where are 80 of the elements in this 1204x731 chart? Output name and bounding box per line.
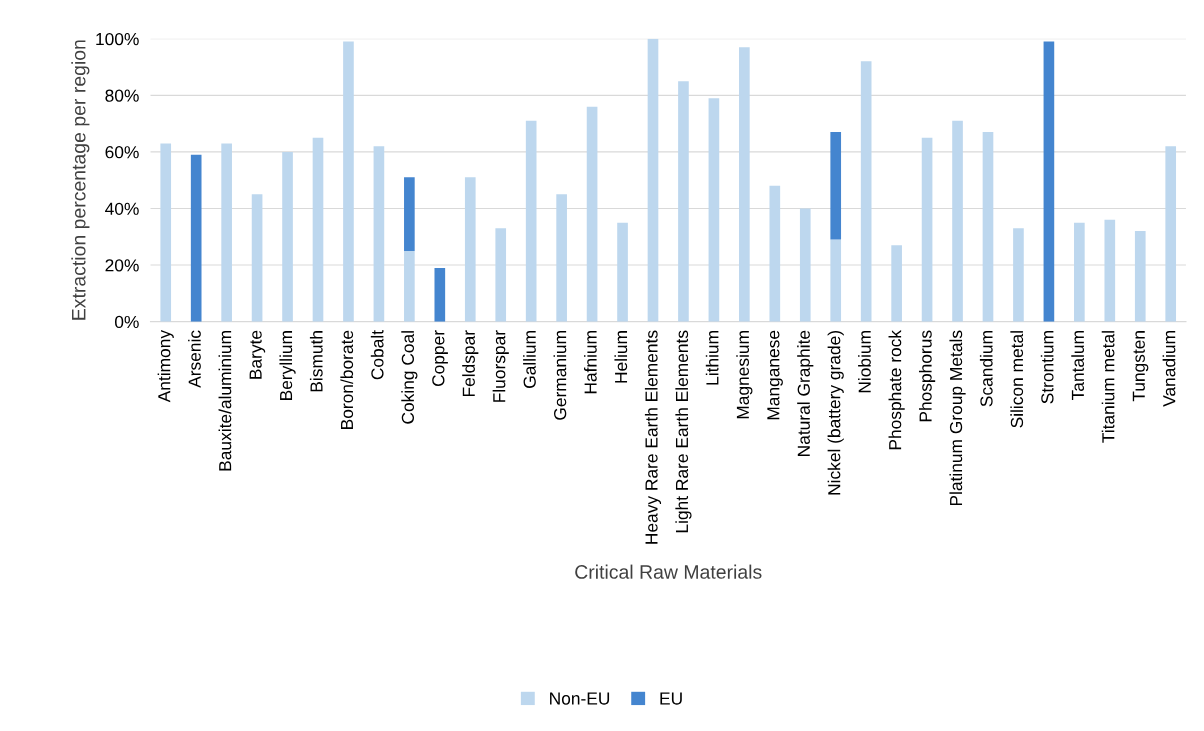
bar [160,143,172,322]
bar [251,194,263,322]
x-tick-label: Nickel (battery grade) [827,331,844,495]
x-tick-label: Arsenic [188,330,201,388]
x-tick-label: Bismuth [309,331,323,392]
x-tick-label: Bauxite/aluminium [218,331,232,471]
bar [586,106,598,322]
y-tick-label: 60% [105,146,139,159]
x-tick-label: Niobium [858,331,871,393]
bar [495,228,507,322]
bar [1043,41,1055,322]
x-tick-label: Silicon metal [1010,331,1024,428]
x-tick-label: Lithium [705,331,719,385]
bar [312,137,324,322]
legend-label: Non-EU [550,692,610,705]
x-tick-label: Beryllium [279,331,296,400]
x-tick-label: Scandium [979,331,993,407]
x-tick-label: Antimony [157,330,174,403]
x-tick-label: Germanium [553,331,567,420]
bar [190,154,202,322]
bar [647,38,659,322]
x-tick-label: Feldspar [462,330,479,397]
x-tick-label: Titanium metal [1101,331,1115,443]
y-tick-label: 80% [105,89,139,102]
y-axis-title: Extraction percentage per region [71,40,90,320]
x-tick-label: Platinum Group Metals [949,330,966,506]
bar [830,132,842,240]
y-tick-label: 40% [105,202,139,215]
x-tick-label: Magnesium [736,331,753,419]
x-tick-label: Tungsten [1132,331,1149,402]
x-tick-label: Helium [614,331,628,383]
bar [373,146,385,322]
x-tick-label: Baryte [249,330,266,379]
bar [708,98,720,322]
x-tick-label: Tantalum [1071,331,1085,401]
y-tick-label: 0% [114,315,139,329]
bar [982,132,994,322]
bar [434,267,446,322]
bar [891,245,902,322]
bar [617,222,628,322]
bar [678,81,689,322]
x-tick-label: Gallium [523,331,536,388]
bar [739,47,750,322]
bar [1074,222,1085,322]
bar [525,120,537,322]
y-tick-label: 20% [105,259,139,272]
x-tick-label: Cobalt [370,330,384,380]
bar [769,185,781,322]
x-tick-label: Light Rare Earth Elements [675,330,692,533]
x-tick-label: Coking Coal [401,331,418,424]
bar [404,177,415,251]
x-tick-label: Vanadium [1162,331,1176,407]
bar [830,239,842,322]
x-tick-label: Manganese [767,330,783,420]
x-tick-label: Boron/borate [340,330,354,429]
bar [1165,146,1177,322]
y-tick-label: 100% [96,32,139,46]
bar [1013,228,1024,322]
bar [1104,219,1116,322]
x-tick-label: Phosphate rock [888,329,905,450]
bar [952,120,963,322]
x-tick-label: Copper [432,330,448,387]
bar [282,151,293,322]
bar [343,41,354,322]
bar [860,61,872,322]
bar [799,208,811,322]
bar [1134,231,1146,322]
x-tick-label: Fluorspar [492,330,509,402]
x-tick-label: Strontium [1040,331,1054,404]
x-tick-label: Hafnium [583,331,597,394]
bar [404,250,415,322]
x-tick-label: Heavy Rare Earth Elements [644,330,662,544]
legend-label: EU [660,692,682,705]
x-tick-label: Phosphorus [918,330,936,422]
bar [464,177,476,322]
bar [556,194,567,322]
x-axis-title: Critical Raw Materials [575,564,762,579]
x-tick-label: Natural Graphite [797,330,814,456]
bar [221,143,232,322]
bar [921,137,933,322]
